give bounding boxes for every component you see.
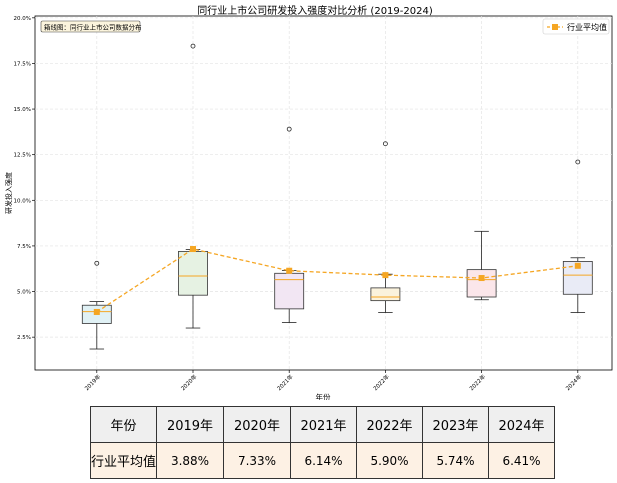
outlier-point <box>382 141 388 147</box>
average-series <box>93 246 581 315</box>
legend-label: 行业平均值 <box>567 22 607 32</box>
box-plot-chart: 同行业上市公司研发投入强度对比分析 (2019-2024) 2.5% 5.0% 7.… <box>4 4 613 400</box>
x-tick-label: 2024年 <box>564 372 584 392</box>
legend: 行业平均值 <box>542 18 610 35</box>
table-header-cell: 2020年 <box>223 406 291 443</box>
y-axis-ticks: 2.5% 5.0% 7.5% 10.0% 12.5% 15.0% 17.5% 20.0% <box>14 16 35 341</box>
y-tick-label: 20.0% <box>14 16 31 22</box>
table-header-cell: 2023年 <box>422 406 489 443</box>
table-cell: 7.33% <box>223 442 291 479</box>
average-point <box>286 267 293 274</box>
box-iqr <box>274 272 305 310</box>
annotation-box: 箱线图：同行业上市公司数据分布 <box>40 20 142 33</box>
table-header-cell: 2021年 <box>290 406 357 443</box>
table-cell: 6.41% <box>488 442 555 479</box>
outlier-point <box>575 159 581 165</box>
summary-table: 年份 2019年 2020年 2021年 2022年 2023年 2024年 行… <box>90 406 555 479</box>
average-point <box>478 275 485 282</box>
table-header-label: 年份 <box>90 406 157 443</box>
grid-lines <box>35 16 612 370</box>
y-tick-label: 17.5% <box>14 61 31 67</box>
x-tick-label: 2020年 <box>179 372 199 392</box>
box-iqr <box>466 269 497 298</box>
outlier-point <box>190 43 196 49</box>
table-header-cell: 2022年 <box>356 406 423 443</box>
chart-title: 同行业上市公司研发投入强度对比分析 (2019-2024) <box>197 4 433 17</box>
table-cell: 5.90% <box>356 442 423 479</box>
table-header-row: 年份 2019年 2020年 2021年 2022年 2023年 2024年 <box>90 406 555 443</box>
y-tick-label: 2.5% <box>17 335 31 341</box>
average-point <box>190 246 196 253</box>
x-tick-label: 2022年 <box>468 372 488 392</box>
table-cell: 6.14% <box>290 442 357 479</box>
y-tick-label: 7.5% <box>17 244 31 250</box>
y-tick-label: 10.0% <box>14 198 31 204</box>
outlier-point <box>286 126 292 132</box>
table-cell: 5.74% <box>422 442 489 479</box>
x-tick-label: 2019年 <box>83 372 103 392</box>
y-axis-label: 研发投入强度 <box>4 172 13 214</box>
x-axis-ticks: 2019年 2020年 2021年 2022年 2022年 2024年 <box>83 370 584 392</box>
x-axis-label: 年份 <box>316 392 331 400</box>
y-tick-label: 12.5% <box>14 153 31 159</box>
y-tick-label: 15.0% <box>14 107 31 113</box>
box-iqr <box>178 250 208 296</box>
annotation-text: 箱线图：同行业上市公司数据分布 <box>44 23 142 32</box>
outlier-point <box>94 260 100 266</box>
average-point <box>382 272 389 279</box>
average-point <box>574 262 581 269</box>
table-header-cell: 2024年 <box>488 406 555 443</box>
average-point <box>93 308 100 315</box>
average-line <box>96 248 578 313</box>
y-tick-label: 5.0% <box>17 290 31 296</box>
legend-square-marker <box>552 24 558 30</box>
table-cell: 3.88% <box>156 442 224 479</box>
box-iqr <box>370 287 401 302</box>
box-series <box>81 43 593 350</box>
table-row: 行业平均值 3.88% 7.33% 6.14% 5.90% 5.74% 6.41… <box>90 442 555 479</box>
plot-area <box>34 15 613 371</box>
x-tick-label: 2022年 <box>371 372 391 392</box>
table-header-cell: 2019年 <box>156 406 224 443</box>
table-row-label: 行业平均值 <box>90 442 157 479</box>
x-tick-label: 2021年 <box>275 372 295 392</box>
